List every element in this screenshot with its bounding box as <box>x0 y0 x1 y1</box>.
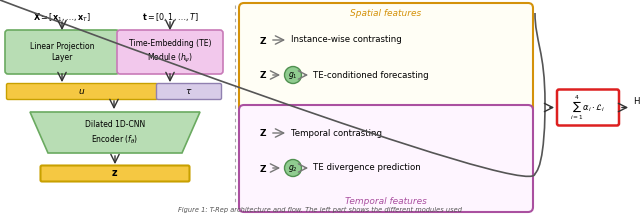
Text: $\mathbf{t} = [0, 1, \ldots, T]$: $\mathbf{t} = [0, 1, \ldots, T]$ <box>141 11 198 23</box>
FancyBboxPatch shape <box>117 30 223 74</box>
Text: TE divergence prediction: TE divergence prediction <box>313 163 420 172</box>
FancyBboxPatch shape <box>40 165 189 182</box>
Text: $\mathbf{Z}$: $\mathbf{Z}$ <box>259 70 267 81</box>
Text: $\tau$: $\tau$ <box>185 87 193 96</box>
Text: $\sum_{i=1}^{4}\alpha_i \cdot \mathcal{L}_i$: $\sum_{i=1}^{4}\alpha_i \cdot \mathcal{L… <box>570 93 605 122</box>
Text: Instance-wise contrasting: Instance-wise contrasting <box>291 35 402 44</box>
Text: Hierarchical
loss: Hierarchical loss <box>633 97 640 117</box>
Text: $\mathbf{Z}$: $\mathbf{Z}$ <box>259 163 267 174</box>
Circle shape <box>285 160 301 176</box>
Polygon shape <box>30 112 200 153</box>
Text: Time-Embedding (TE)
Module ($h_\psi$): Time-Embedding (TE) Module ($h_\psi$) <box>129 39 211 65</box>
FancyBboxPatch shape <box>6 84 157 99</box>
Text: $\mathbf{Z}$: $\mathbf{Z}$ <box>259 35 267 46</box>
Text: Linear Projection
Layer: Linear Projection Layer <box>29 42 94 62</box>
Text: Temporal features: Temporal features <box>345 197 427 206</box>
Text: Dilated 1D-CNN
Encoder ($f_\theta$): Dilated 1D-CNN Encoder ($f_\theta$) <box>85 120 145 146</box>
FancyBboxPatch shape <box>157 84 221 99</box>
Text: Spatial features: Spatial features <box>350 9 422 18</box>
Circle shape <box>285 66 301 84</box>
FancyBboxPatch shape <box>239 3 533 113</box>
FancyBboxPatch shape <box>557 90 619 125</box>
FancyBboxPatch shape <box>239 105 533 212</box>
Text: $\mathbf{z}$: $\mathbf{z}$ <box>111 169 118 178</box>
Text: $g_2$: $g_2$ <box>288 163 298 174</box>
Text: $g_1$: $g_1$ <box>288 70 298 81</box>
Text: $u$: $u$ <box>78 87 86 96</box>
Text: $\mathbf{X} = [\mathbf{x}_1, \ldots, \mathbf{x}_T]$: $\mathbf{X} = [\mathbf{x}_1, \ldots, \ma… <box>33 11 91 24</box>
FancyBboxPatch shape <box>5 30 119 74</box>
Text: $\mathbf{Z}$: $\mathbf{Z}$ <box>259 128 267 139</box>
Text: Temporal contrasting: Temporal contrasting <box>291 128 382 138</box>
Text: TE-conditioned forecasting: TE-conditioned forecasting <box>313 70 429 79</box>
Text: Figure 1: T-Rep architecture and flow. The left part shows the different modules: Figure 1: T-Rep architecture and flow. T… <box>178 207 462 213</box>
